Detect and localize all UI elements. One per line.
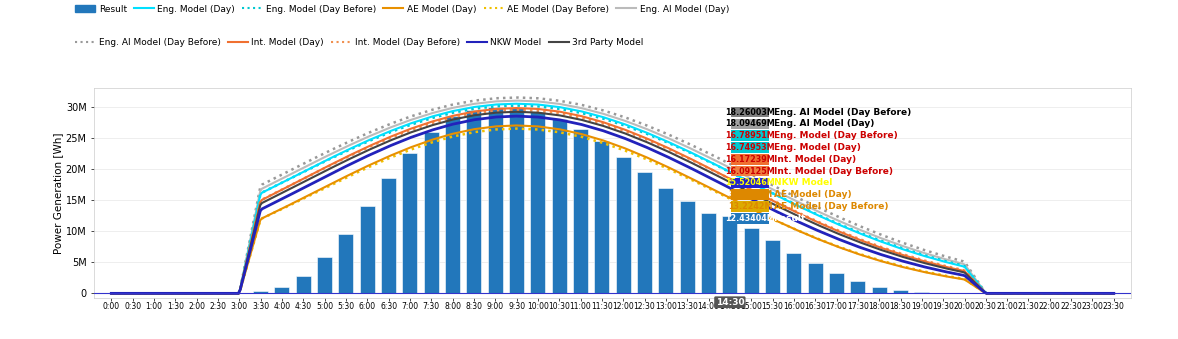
Bar (488, 107, 503, 293)
Text: 16.17239M: 16.17239M (726, 155, 775, 164)
Bar (551, 119, 567, 293)
FancyBboxPatch shape (730, 142, 769, 153)
FancyBboxPatch shape (730, 166, 769, 176)
Bar (382, 178, 396, 293)
Text: 14:30: 14:30 (715, 298, 744, 307)
Bar (253, 292, 269, 293)
Bar (787, 253, 801, 293)
FancyBboxPatch shape (730, 190, 769, 200)
Text: 18.09469M: 18.09469M (726, 119, 775, 128)
Bar (659, 187, 674, 293)
Bar (595, 141, 609, 293)
Bar (680, 201, 695, 293)
Bar (317, 257, 332, 293)
Bar (829, 274, 843, 293)
Bar (424, 132, 438, 293)
Bar (637, 172, 651, 293)
Text: 12.43404M: 12.43404M (726, 214, 775, 223)
Bar (509, 108, 524, 293)
Bar (466, 110, 482, 293)
Bar (765, 240, 780, 293)
Text: 15.52046M: 15.52046M (726, 178, 775, 187)
Bar (574, 128, 588, 293)
FancyBboxPatch shape (730, 107, 769, 117)
Bar (445, 116, 461, 293)
Bar (722, 216, 737, 293)
Bar (872, 286, 887, 293)
Text: 3.67293M: 3.67293M (728, 190, 773, 199)
Text: AE Model (Day Before): AE Model (Day Before) (774, 202, 888, 211)
Text: Int. Model (Day Before): Int. Model (Day Before) (774, 167, 893, 176)
Text: Eng. AI Model (Day): Eng. AI Model (Day) (774, 119, 874, 128)
Bar (893, 290, 908, 293)
Y-axis label: Power Generation [Wh]: Power Generation [Wh] (53, 133, 62, 254)
FancyBboxPatch shape (730, 178, 769, 188)
Bar (914, 292, 929, 293)
Text: 16.78951M: 16.78951M (726, 131, 775, 140)
Legend: Eng. AI Model (Day Before), Int. Model (Day), Int. Model (Day Before), NKW Model: Eng. AI Model (Day Before), Int. Model (… (75, 38, 643, 47)
Text: Eng. AI Model (Day Before): Eng. AI Model (Day Before) (774, 107, 911, 117)
Bar (743, 228, 759, 293)
Bar (808, 263, 822, 293)
Legend: Result, Eng. Model (Day), Eng. Model (Day Before), AE Model (Day), AE Model (Day: Result, Eng. Model (Day), Eng. Model (Da… (75, 4, 729, 14)
Bar (530, 112, 545, 293)
FancyBboxPatch shape (730, 213, 769, 224)
Text: NKW Model: NKW Model (774, 178, 832, 187)
Bar (701, 213, 716, 293)
Text: 13.2242M: 13.2242M (728, 202, 773, 211)
Text: 16.09125M: 16.09125M (726, 167, 775, 176)
Text: Int. Model (Day): Int. Model (Day) (774, 155, 855, 164)
Bar (296, 276, 311, 293)
Text: Result: Result (774, 214, 806, 223)
Bar (403, 154, 417, 293)
Bar (359, 206, 375, 293)
Bar (274, 287, 290, 293)
FancyBboxPatch shape (730, 131, 769, 141)
FancyBboxPatch shape (730, 119, 769, 129)
FancyBboxPatch shape (730, 201, 769, 212)
Text: AE Model (Day): AE Model (Day) (774, 190, 852, 199)
Text: Eng. Model (Day): Eng. Model (Day) (774, 143, 860, 152)
Text: Eng. Model (Day Before): Eng. Model (Day Before) (774, 131, 898, 140)
Bar (338, 234, 353, 293)
Bar (851, 281, 866, 293)
FancyBboxPatch shape (730, 154, 769, 165)
Text: 16.74953M: 16.74953M (726, 143, 775, 152)
Text: 18.26003M: 18.26003M (726, 107, 775, 117)
Bar (616, 157, 630, 293)
